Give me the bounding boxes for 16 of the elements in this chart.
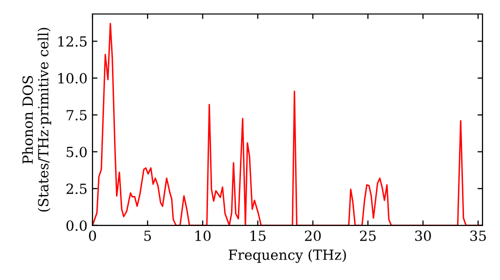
x-tick-label: 15 bbox=[250, 230, 266, 242]
y-tick-label: 5.0 bbox=[66, 146, 87, 158]
y-tick-label: 10.0 bbox=[58, 73, 87, 84]
x-tick-label: 35 bbox=[470, 230, 486, 242]
x-tick-label: 5 bbox=[144, 230, 151, 242]
y-tick-label: 2.5 bbox=[66, 184, 87, 194]
x-axis-title: Frequency (THz) bbox=[228, 249, 346, 263]
x-tick-label: 20 bbox=[304, 230, 321, 242]
x-tick-label: 30 bbox=[415, 230, 431, 242]
y-tick-label: 12.5 bbox=[58, 36, 87, 47]
y-axis-title: Phonon DOS (States/THz·primitive cell) bbox=[22, 28, 52, 212]
x-tick-label: 10 bbox=[196, 230, 211, 242]
y-tick-label: 0.0 bbox=[66, 220, 87, 231]
x-tick-label: 0 bbox=[88, 230, 96, 242]
x-tick-label: 25 bbox=[360, 230, 376, 242]
y-tick-label: 7.5 bbox=[66, 110, 87, 120]
